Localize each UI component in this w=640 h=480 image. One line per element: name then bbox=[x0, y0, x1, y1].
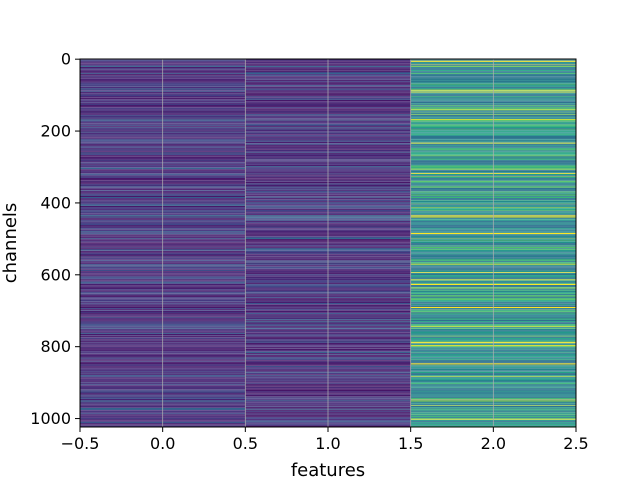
y-tick-label: 0 bbox=[61, 50, 71, 69]
x-tick-label: −0.5 bbox=[61, 434, 100, 453]
y-axis-ticks: 0 200 400 600 800 1000 bbox=[30, 50, 80, 428]
x-tick-label: 0.5 bbox=[233, 434, 258, 453]
y-tick-label: 200 bbox=[40, 122, 71, 141]
x-tick-label: 1.0 bbox=[315, 434, 340, 453]
x-tick-label: 0.0 bbox=[150, 434, 175, 453]
grid-lines bbox=[162, 59, 494, 427]
x-tick-label: 1.5 bbox=[398, 434, 423, 453]
x-axis-ticks: −0.5 0.0 0.5 1.0 1.5 2.0 2.5 bbox=[61, 427, 589, 453]
y-axis-label: channels bbox=[0, 203, 21, 284]
y-tick-label: 600 bbox=[40, 265, 71, 284]
y-tick-label: 800 bbox=[40, 337, 71, 356]
y-tick-label: 1000 bbox=[30, 409, 71, 428]
y-tick-label: 400 bbox=[40, 193, 71, 212]
x-axis-label: features bbox=[291, 460, 365, 480]
x-tick-label: 2.5 bbox=[563, 434, 588, 453]
x-tick-label: 2.0 bbox=[481, 434, 506, 453]
